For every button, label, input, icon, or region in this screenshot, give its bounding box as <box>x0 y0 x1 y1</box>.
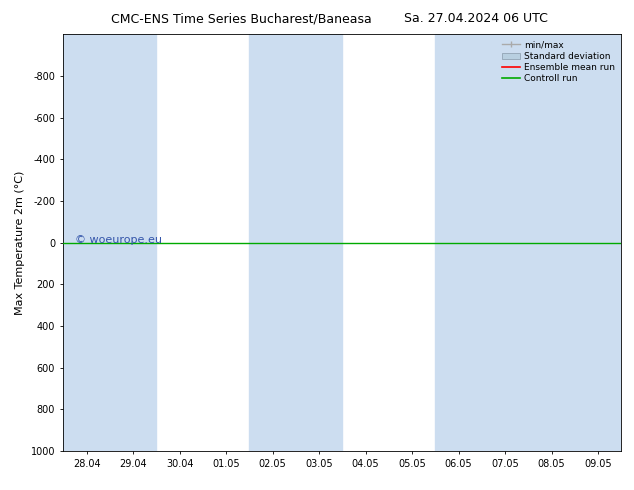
Y-axis label: Max Temperature 2m (°C): Max Temperature 2m (°C) <box>15 171 25 315</box>
Text: © woeurope.eu: © woeurope.eu <box>75 236 162 245</box>
Bar <box>528 34 621 451</box>
Bar <box>63 34 157 451</box>
Text: CMC-ENS Time Series Bucharest/Baneasa: CMC-ENS Time Series Bucharest/Baneasa <box>110 12 372 25</box>
Text: Sa. 27.04.2024 06 UTC: Sa. 27.04.2024 06 UTC <box>404 12 547 25</box>
Bar <box>249 34 342 451</box>
Bar <box>436 34 528 451</box>
Legend: min/max, Standard deviation, Ensemble mean run, Controll run: min/max, Standard deviation, Ensemble me… <box>500 39 617 85</box>
